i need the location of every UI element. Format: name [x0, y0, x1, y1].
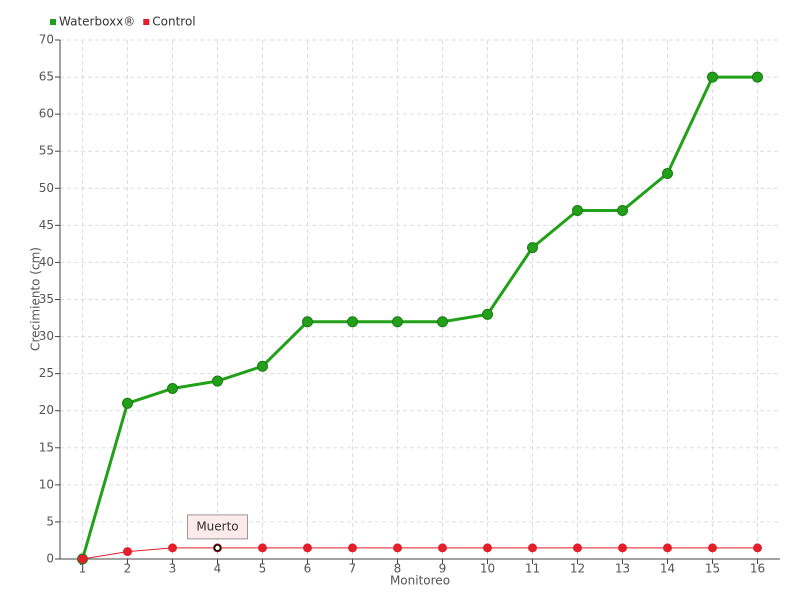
legend-label: Waterboxx®	[59, 15, 135, 29]
point	[392, 316, 403, 328]
point	[257, 360, 268, 372]
point	[528, 543, 537, 553]
x-tick-label: 8	[394, 562, 402, 576]
y-tick-label: 30	[39, 329, 54, 343]
y-tick-label: 45	[39, 218, 54, 232]
point	[212, 375, 223, 387]
point	[348, 543, 357, 553]
y-tick-label: 65	[39, 70, 54, 84]
point	[483, 543, 492, 553]
point	[438, 543, 447, 553]
y-tick-label: 50	[39, 181, 54, 195]
point	[168, 543, 177, 553]
y-tick-label: 35	[39, 292, 54, 306]
tooltip-text: Muerto	[196, 519, 238, 533]
point	[617, 205, 628, 217]
annotated-point	[213, 544, 222, 552]
y-tick-label: 40	[39, 255, 54, 269]
series-line	[81, 75, 758, 560]
legend-swatch	[50, 19, 56, 25]
x-tick-label: 5	[259, 562, 267, 576]
point	[167, 382, 178, 394]
x-tick-label: 6	[304, 562, 312, 576]
legend-label: Control	[152, 15, 195, 29]
x-tick-label: 4	[214, 562, 222, 576]
x-tick-label: 14	[660, 562, 675, 576]
x-tick-label: 10	[480, 562, 495, 576]
point	[303, 543, 312, 553]
tooltip-box	[187, 514, 248, 540]
point	[302, 316, 313, 328]
y-tick-label: 10	[39, 477, 54, 491]
point	[618, 543, 627, 553]
x-tick-label: 15	[705, 562, 720, 576]
point	[123, 547, 132, 557]
x-tick-label: 11	[525, 562, 540, 576]
legend-swatch	[143, 19, 150, 25]
series-line	[82, 547, 758, 560]
point	[753, 543, 762, 553]
x-tick-label: 12	[570, 562, 585, 576]
y-tick-label: 20	[39, 403, 54, 417]
point	[663, 543, 672, 553]
x-tick-label: 1	[79, 562, 87, 576]
point	[707, 71, 718, 83]
point	[482, 308, 493, 320]
x-tick-label: 7	[349, 562, 357, 576]
y-tick-label: 60	[39, 107, 54, 121]
point	[393, 543, 402, 553]
y-tick-label: 5	[46, 514, 54, 528]
x-tick-label: 2	[124, 562, 132, 576]
x-tick-label: 9	[439, 562, 447, 576]
point	[437, 316, 448, 328]
y-tick-label: 0	[46, 552, 54, 566]
point	[573, 543, 582, 553]
point	[662, 167, 673, 179]
point	[752, 71, 763, 83]
x-axis-label: Monitoreo	[390, 574, 450, 588]
point	[708, 543, 717, 553]
point	[527, 242, 538, 254]
y-tick-label: 15	[39, 440, 54, 454]
y-tick-label: 55	[39, 144, 54, 158]
x-tick-label: 3	[169, 562, 177, 576]
point	[347, 316, 358, 328]
point	[122, 397, 133, 409]
x-tick-label: 13	[615, 562, 630, 576]
y-tick-label: 25	[39, 366, 54, 380]
y-axis-label: Crecimiento (cm)	[29, 247, 43, 351]
point	[572, 205, 583, 217]
x-tick-label: 16	[750, 562, 765, 576]
point	[78, 554, 87, 564]
y-tick-label: 70	[39, 33, 54, 47]
point	[258, 543, 267, 553]
